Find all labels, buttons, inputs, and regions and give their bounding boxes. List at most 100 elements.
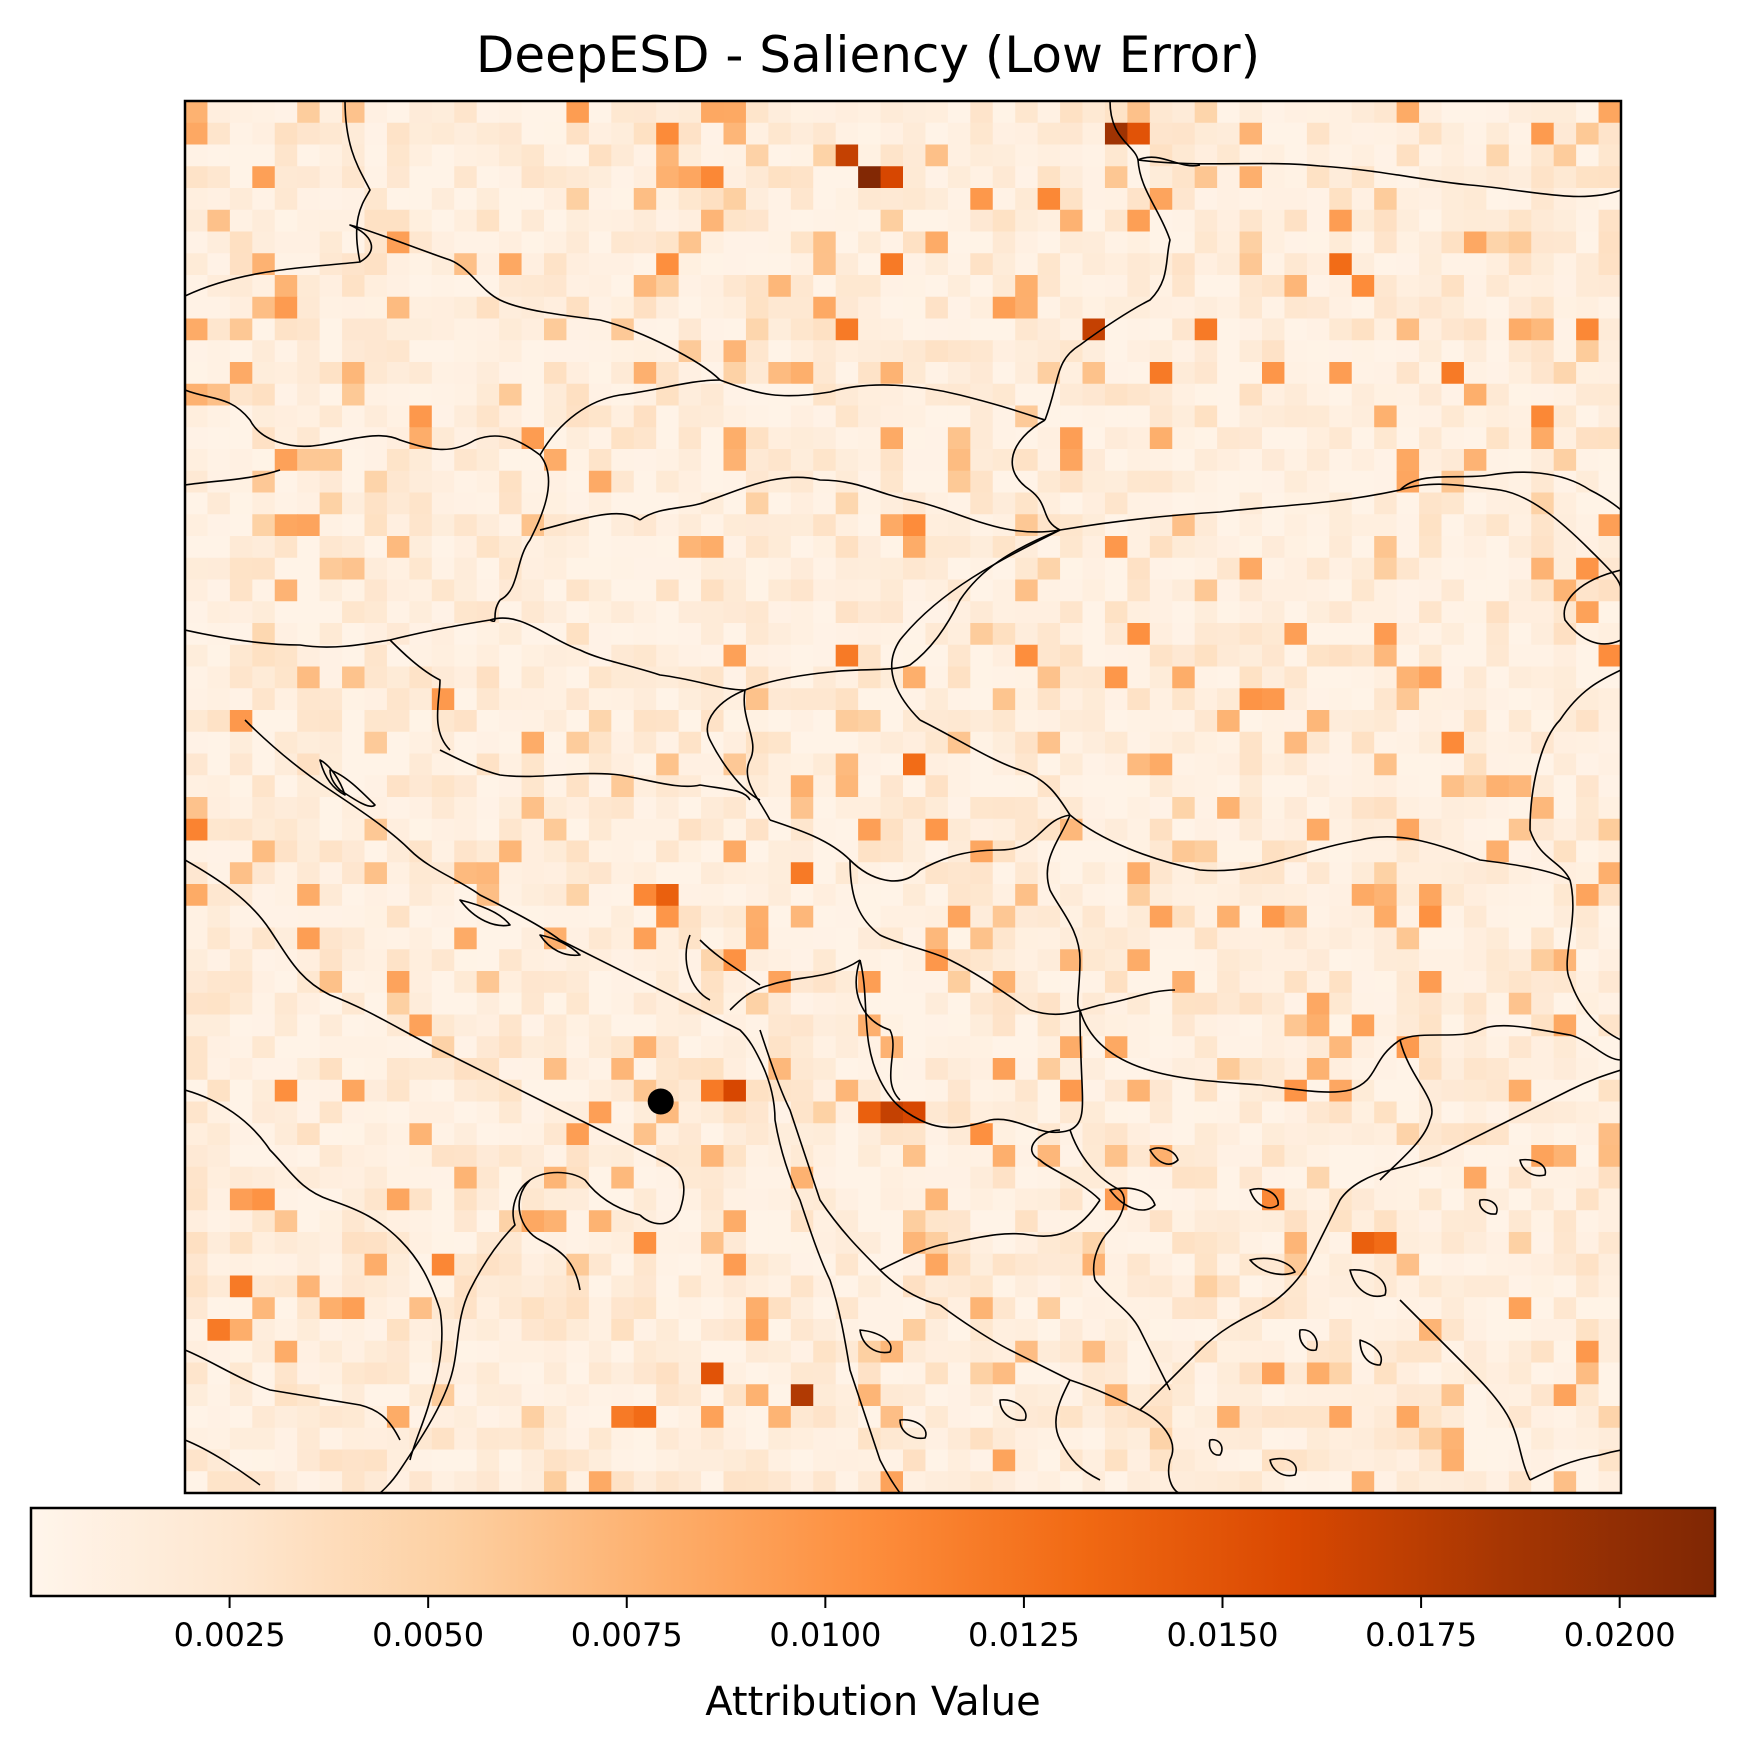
heatmap-cell <box>1396 1406 1420 1429</box>
heatmap-cell <box>185 949 209 972</box>
heatmap-cell <box>947 1253 971 1277</box>
heatmap-cell <box>1217 971 1241 994</box>
heatmap-cell <box>1262 579 1286 602</box>
heatmap-cell <box>656 666 680 689</box>
heatmap-cell <box>1576 492 1600 515</box>
heatmap-cell <box>319 949 343 972</box>
heatmap-cell <box>1284 862 1308 885</box>
heatmap-cell <box>229 1166 253 1190</box>
heatmap-cell <box>1508 1362 1532 1385</box>
heatmap-cell <box>1037 449 1061 472</box>
heatmap-cell <box>1194 427 1218 450</box>
heatmap-cell <box>229 1232 253 1255</box>
heatmap-cell <box>858 1210 882 1233</box>
heatmap-cell <box>1037 1297 1061 1320</box>
heatmap-cell <box>947 775 971 798</box>
heatmap-cell <box>1284 1232 1308 1255</box>
heatmap-cell <box>768 884 792 907</box>
heatmap-cell <box>656 1471 680 1494</box>
heatmap-cell <box>1060 449 1084 472</box>
heatmap-cell <box>1396 797 1420 820</box>
heatmap-cell <box>1149 884 1173 907</box>
heatmap-cell <box>1239 1058 1263 1081</box>
heatmap-cell <box>1531 775 1555 798</box>
heatmap-cell <box>566 1449 590 1472</box>
heatmap-cell <box>566 905 590 929</box>
heatmap-cell <box>678 949 702 972</box>
heatmap-cell <box>1396 1275 1420 1298</box>
heatmap-cell <box>1508 775 1532 798</box>
heatmap-cell <box>1306 231 1330 254</box>
heatmap-cell <box>1217 536 1241 559</box>
heatmap-cell <box>903 427 927 450</box>
heatmap-cell <box>835 122 859 146</box>
heatmap-cell <box>1194 579 1218 602</box>
heatmap-cell <box>701 884 725 907</box>
heatmap-cell <box>1396 253 1420 276</box>
heatmap-cell <box>1194 644 1218 668</box>
heatmap-cell <box>1082 644 1106 668</box>
heatmap-cell <box>431 1232 455 1255</box>
heatmap-cell <box>1531 1232 1555 1255</box>
heatmap-cell <box>431 1253 455 1277</box>
heatmap-cell <box>656 710 680 733</box>
heatmap-cell <box>1104 514 1128 537</box>
heatmap-cell <box>678 840 702 863</box>
heatmap-cell <box>1284 1275 1308 1298</box>
heatmap-cell <box>1127 775 1151 798</box>
heatmap-cell <box>723 166 747 189</box>
heatmap-cell <box>835 992 859 1016</box>
heatmap-cell <box>1015 971 1039 994</box>
heatmap-cell <box>1217 101 1241 124</box>
heatmap-cell <box>1306 644 1330 668</box>
heatmap-cell <box>1284 514 1308 537</box>
heatmap-cell <box>1419 101 1443 124</box>
heatmap-cell <box>611 231 635 254</box>
heatmap-cell <box>678 514 702 537</box>
heatmap-cell <box>970 1253 994 1277</box>
heatmap-cell <box>790 1079 814 1103</box>
heatmap-cell <box>1329 492 1353 515</box>
heatmap-cell <box>1508 405 1532 428</box>
heatmap-cell <box>297 797 321 820</box>
heatmap-cell <box>1419 1362 1443 1385</box>
heatmap-cell <box>588 710 612 733</box>
heatmap-cell <box>1351 1340 1375 1364</box>
heatmap-cell <box>678 927 702 950</box>
heatmap-cell <box>229 362 253 385</box>
heatmap-cell <box>1037 188 1061 211</box>
heatmap-cell <box>431 1079 455 1103</box>
heatmap-cell <box>229 666 253 689</box>
heatmap-cell <box>790 1275 814 1298</box>
heatmap-cell <box>1553 209 1577 233</box>
heatmap-cell <box>611 427 635 450</box>
heatmap-cell <box>1239 1319 1263 1342</box>
heatmap-cell <box>588 1232 612 1255</box>
heatmap-cell <box>633 1449 657 1472</box>
heatmap-cell <box>813 1058 837 1081</box>
heatmap-cell <box>925 362 949 385</box>
heatmap-cell <box>858 731 882 755</box>
heatmap-cell <box>252 840 276 863</box>
heatmap-cell <box>858 1014 882 1037</box>
heatmap-cell <box>1262 1232 1286 1255</box>
heatmap-cell <box>723 470 747 494</box>
heatmap-cell <box>364 949 388 972</box>
heatmap-cell <box>1351 231 1375 254</box>
heatmap-cell <box>1486 275 1510 298</box>
heatmap-cell <box>1262 1079 1286 1103</box>
heatmap-cell <box>1598 383 1622 407</box>
heatmap-cell <box>274 1471 298 1494</box>
heatmap-cell <box>386 1101 410 1124</box>
heatmap-cell <box>297 884 321 907</box>
heatmap-cell <box>1082 862 1106 885</box>
heatmap-cell <box>1351 144 1375 167</box>
heatmap-cell <box>566 1232 590 1255</box>
heatmap-cell <box>1576 1101 1600 1124</box>
heatmap-cell <box>925 927 949 950</box>
heatmap-cell <box>566 405 590 428</box>
heatmap-cell <box>1441 101 1465 124</box>
heatmap-cell <box>1396 753 1420 776</box>
heatmap-cell <box>1194 449 1218 472</box>
heatmap-cell <box>1217 1014 1241 1037</box>
